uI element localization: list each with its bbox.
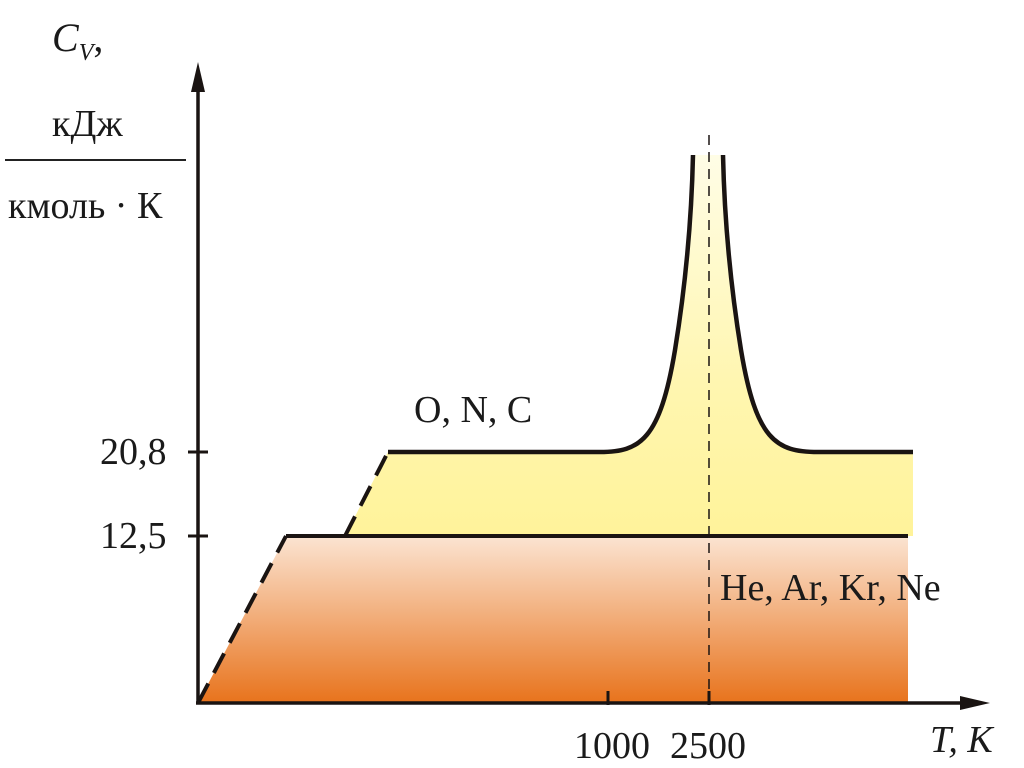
series-line-o-n-c-dashed [343,451,390,537]
y-axis-arrow-icon [191,62,205,92]
x-tick-label: 1000 [574,725,650,767]
x-axis-label: T, K [930,719,993,761]
series-line-o-n-c-left [388,154,696,455]
series-fill-he-ar-kr-ne [198,536,908,703]
fraction-bar [5,159,186,161]
series-label-he-ar-kr-ne: He, Ar, Kr, Ne [720,567,941,609]
y-tick-label: 20,8 [100,431,167,473]
y-tick-label: 12,5 [100,515,167,557]
y-axis-unit-denominator: кмоль · К [8,185,163,227]
y-axis-unit-numerator: кДж [52,103,123,145]
series-label-o-n-c: O, N, C [414,389,533,431]
x-tick-label: 2500 [670,725,746,767]
y-axis-symbol: CV, [52,15,104,66]
x-axis-arrow-icon [960,696,990,710]
series-fill-o-n-c [345,155,913,536]
series-line-he-ar-kr-ne-dashed [196,535,288,704]
series-line-o-n-c-right [720,154,913,455]
